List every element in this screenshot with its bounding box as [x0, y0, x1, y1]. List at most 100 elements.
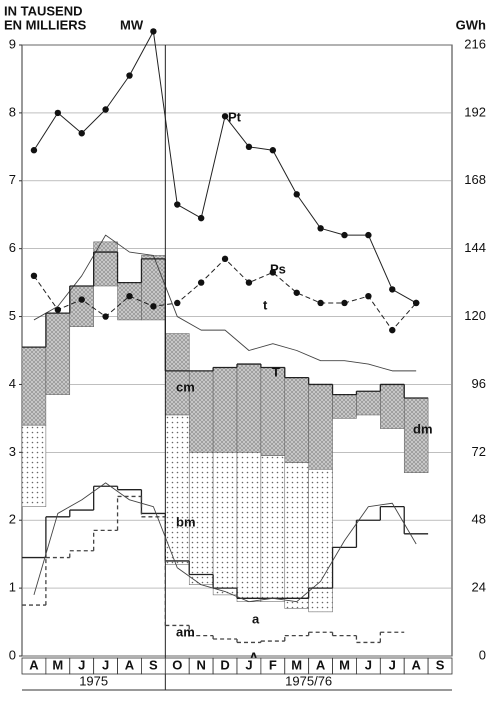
band-segment	[21, 424, 47, 507]
band-segment	[141, 255, 166, 321]
x-tick-label: N	[196, 657, 205, 672]
data-point	[174, 201, 181, 208]
data-point	[54, 306, 62, 313]
data-point	[245, 143, 253, 151]
data-point	[174, 299, 181, 307]
data-point	[30, 272, 38, 280]
y-tick-label: 9	[9, 36, 16, 51]
data-point	[293, 191, 300, 198]
data-point	[150, 28, 157, 35]
y2-tick-label: 96	[472, 376, 486, 391]
y2-tick-label: 0	[479, 647, 486, 662]
data-point	[389, 286, 396, 293]
data-point	[221, 113, 229, 120]
data-point	[78, 296, 85, 303]
x-tick-label: J	[365, 657, 372, 672]
band-segment	[69, 285, 94, 327]
data-point	[317, 225, 324, 232]
unit-label: GWh	[456, 17, 486, 32]
year-label: 1975/76	[285, 673, 332, 688]
data-point	[126, 292, 133, 300]
band-segment	[165, 333, 190, 416]
y-tick-label: 6	[9, 240, 16, 255]
x-tick-label: F	[269, 657, 277, 672]
annotation: a	[252, 611, 260, 626]
data-point	[365, 292, 372, 300]
x-tick-label: J	[78, 657, 85, 672]
annotation: bm	[176, 514, 196, 529]
series-line	[33, 482, 417, 603]
data-point	[269, 269, 277, 276]
y2-tick-label: 192	[464, 104, 486, 119]
band-segment	[308, 384, 333, 470]
data-point	[54, 109, 62, 117]
band-segment	[260, 455, 286, 602]
y-tick-label: 0	[9, 647, 16, 662]
x-tick-label: O	[172, 657, 182, 672]
x-tick-label: D	[220, 657, 229, 672]
band-segment	[308, 469, 333, 613]
axis-label: IN TAUSEND	[4, 3, 82, 18]
annotation: am	[176, 624, 195, 639]
y-tick-label: 1	[9, 580, 16, 595]
y2-tick-label: 168	[464, 172, 486, 187]
unit-label: MW	[120, 17, 144, 32]
data-point	[365, 231, 372, 239]
x-tick-label: A	[411, 657, 421, 672]
y2-tick-label: 216	[464, 36, 486, 51]
annotation: T	[272, 364, 280, 379]
data-point	[102, 313, 109, 320]
y2-tick-label: 144	[464, 240, 486, 255]
data-point	[78, 130, 85, 137]
band-segment	[332, 394, 357, 419]
annotation: dm	[413, 421, 433, 436]
x-tick-label: J	[102, 657, 109, 672]
y-tick-label: 2	[9, 512, 16, 527]
band-segment	[356, 390, 381, 416]
axis-label: EN MILLIERS	[4, 17, 87, 32]
series-line	[33, 30, 417, 304]
series-line	[33, 234, 417, 372]
x-tick-label: S	[149, 657, 158, 672]
data-point	[269, 147, 277, 154]
annotation: Pt	[228, 109, 242, 124]
x-tick-label: M	[339, 657, 350, 672]
data-point	[126, 72, 133, 79]
band-segment	[260, 367, 286, 456]
data-point	[412, 299, 420, 307]
data-point	[317, 299, 324, 307]
year-label: 1975	[79, 673, 108, 688]
x-tick-label: A	[29, 657, 39, 672]
band-segment	[165, 414, 190, 565]
band-segment	[236, 363, 262, 453]
y2-tick-label: 48	[472, 512, 486, 527]
band-segment	[212, 367, 238, 453]
data-point	[341, 299, 348, 307]
y-tick-label: 5	[9, 308, 16, 323]
band-segment	[21, 346, 47, 426]
annotation: A	[249, 649, 259, 664]
annotation: cm	[176, 379, 195, 394]
y2-tick-label: 72	[472, 444, 486, 459]
data-point	[197, 279, 205, 286]
y-tick-label: 8	[9, 104, 16, 119]
x-tick-label: A	[316, 657, 326, 672]
band-segment	[212, 452, 238, 596]
x-tick-label: S	[436, 657, 445, 672]
month-cell	[427, 657, 453, 675]
annotation: Ps	[270, 261, 286, 276]
y-tick-label: 4	[9, 376, 16, 391]
data-point	[293, 289, 300, 296]
band-segment	[380, 384, 405, 429]
band-segment	[236, 452, 262, 602]
y-tick-label: 7	[9, 172, 16, 187]
data-point	[102, 106, 109, 113]
data-point	[341, 231, 348, 239]
band-segment	[284, 377, 309, 463]
band-segment	[284, 462, 309, 609]
data-point	[197, 214, 205, 222]
band-segment	[117, 282, 142, 321]
x-tick-label: A	[125, 657, 135, 672]
data-point	[221, 255, 229, 263]
